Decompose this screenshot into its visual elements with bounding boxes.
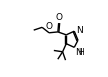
Text: N: N [76, 26, 82, 35]
Text: O: O [45, 22, 52, 31]
Text: N: N [75, 48, 82, 57]
Text: O: O [56, 13, 63, 22]
Text: H: H [78, 48, 84, 57]
